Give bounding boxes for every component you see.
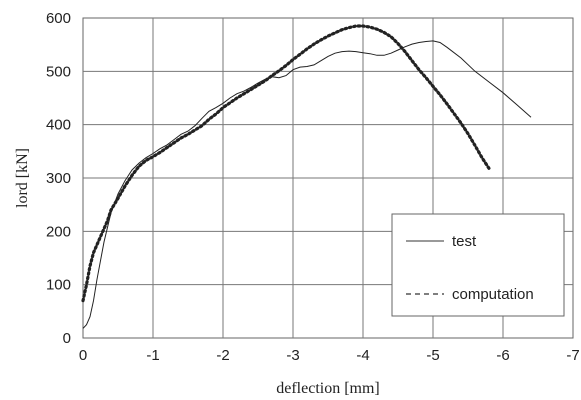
x-tick-label: -1 (146, 347, 159, 364)
x-tick-label: -5 (426, 347, 439, 364)
x-tick-label: -6 (496, 347, 509, 364)
y-tick-label: 0 (63, 330, 71, 347)
legend-box (391, 213, 565, 317)
x-tick-label: -4 (356, 347, 369, 364)
y-tick-label: 600 (46, 10, 71, 27)
y-tick-label: 500 (46, 63, 71, 80)
series-line-computation (81, 24, 491, 303)
x-tick-label: -2 (216, 347, 229, 364)
legend-label-test: test (452, 233, 477, 250)
y-tick-label: 100 (46, 277, 71, 294)
y-tick-label: 400 (46, 117, 71, 134)
y-tick-label: 300 (46, 170, 71, 187)
y-axis-title: lord [kN] (14, 148, 31, 208)
legend-label-computation: computation (452, 286, 534, 303)
x-tick-label: -7 (566, 347, 579, 364)
series-line-test (82, 40, 532, 329)
x-axis-title: deflection [mm] (276, 380, 380, 397)
legend: test computation (391, 213, 565, 317)
y-tick-label: 200 (46, 223, 71, 240)
series-layer (81, 24, 532, 329)
tick-labels: 0 -1 -2 -3 -4 -5 -6 -7 0 100 200 300 400 500 600 (46, 10, 580, 364)
x-tick-label: 0 (79, 347, 87, 364)
x-tick-label: -3 (286, 347, 299, 364)
